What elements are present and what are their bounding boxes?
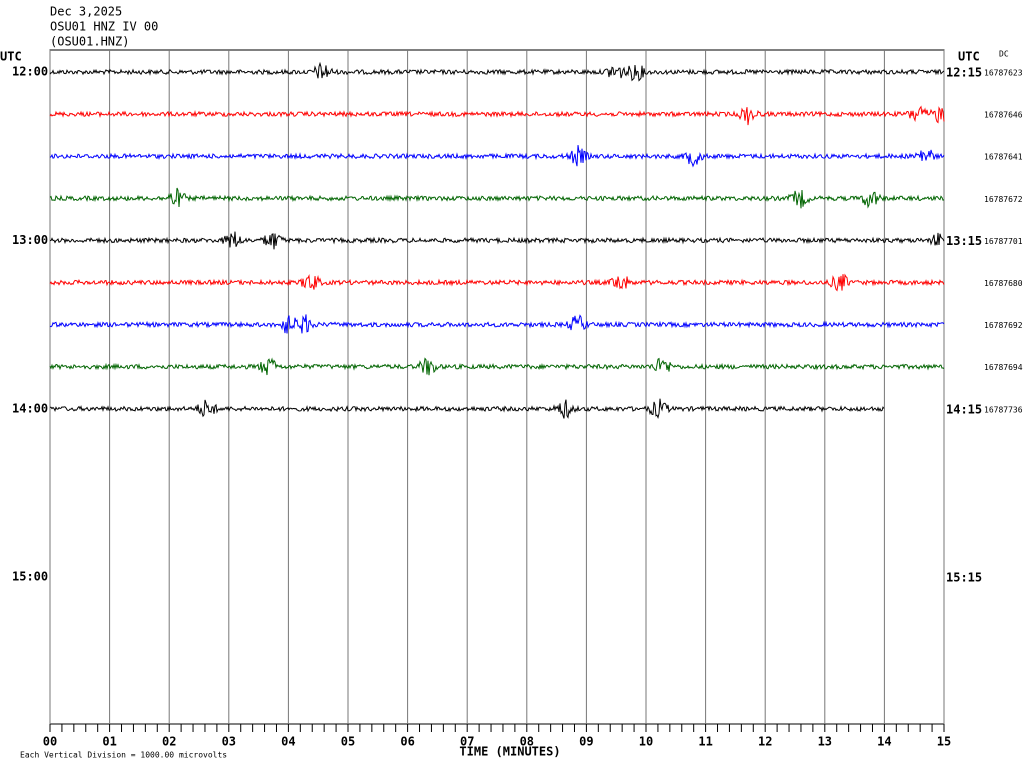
dc-value: 16787694 bbox=[984, 363, 1023, 372]
x-tick-label: 11 bbox=[698, 735, 712, 749]
x-tick-label: 03 bbox=[222, 735, 236, 749]
dc-value: 16787680 bbox=[984, 279, 1023, 288]
plot-frame bbox=[49, 49, 945, 725]
x-tick-label: 14 bbox=[877, 735, 891, 749]
trace bbox=[49, 61, 945, 82]
x-tick-label: 01 bbox=[102, 735, 116, 749]
x-tick-label: 06 bbox=[400, 735, 414, 749]
dc-value: 16787646 bbox=[984, 111, 1023, 120]
right-time-label: 15:15 bbox=[946, 571, 982, 585]
trace bbox=[49, 105, 945, 126]
left-time-label: 15:00 bbox=[12, 570, 48, 584]
dc-value: 16787692 bbox=[984, 321, 1023, 330]
trace bbox=[49, 273, 945, 292]
x-tick-label: 09 bbox=[579, 735, 593, 749]
channel: (OSU01.HNZ) bbox=[50, 35, 129, 49]
right-time-label: 12:15 bbox=[946, 66, 982, 80]
dc-value: 16787701 bbox=[984, 237, 1023, 246]
right-time-label: 14:15 bbox=[946, 402, 982, 416]
x-axis-title: TIME (MINUTES) bbox=[459, 745, 560, 759]
x-tick-label: 04 bbox=[281, 735, 295, 749]
x-tick-label: 05 bbox=[341, 735, 355, 749]
station: OSU01 HNZ IV 00 bbox=[50, 20, 158, 34]
left-time-label: 14:00 bbox=[12, 401, 48, 415]
dc-value: 16787623 bbox=[984, 69, 1023, 78]
trace bbox=[49, 187, 945, 209]
trace bbox=[49, 145, 945, 168]
dc-title: DC bbox=[999, 50, 1009, 59]
dc-value: 16787736 bbox=[984, 405, 1023, 414]
right-time-label: 13:15 bbox=[946, 234, 982, 248]
x-tick-label: 10 bbox=[639, 735, 653, 749]
x-tick-label: 08 bbox=[520, 735, 534, 749]
right-axis-title: UTC bbox=[958, 50, 980, 64]
x-tick-label: 12 bbox=[758, 735, 772, 749]
trace bbox=[50, 398, 885, 420]
left-time-label: 12:00 bbox=[12, 65, 48, 79]
trace bbox=[49, 314, 945, 334]
x-tick-label: 07 bbox=[460, 735, 474, 749]
x-tick-label: 13 bbox=[818, 735, 832, 749]
left-axis-title: UTC bbox=[0, 50, 22, 64]
trace bbox=[49, 357, 945, 376]
x-tick-label: 00 bbox=[43, 735, 57, 749]
x-tick-label: 02 bbox=[162, 735, 176, 749]
trace bbox=[49, 231, 945, 250]
footnote: Each Vertical Division = 1000.00 microvo… bbox=[20, 751, 227, 760]
dc-value: 16787641 bbox=[984, 153, 1023, 162]
left-time-label: 13:00 bbox=[12, 233, 48, 247]
x-tick-label: 15 bbox=[937, 735, 951, 749]
date: Dec 3,2025 bbox=[50, 5, 122, 19]
dc-value: 16787672 bbox=[984, 195, 1023, 204]
